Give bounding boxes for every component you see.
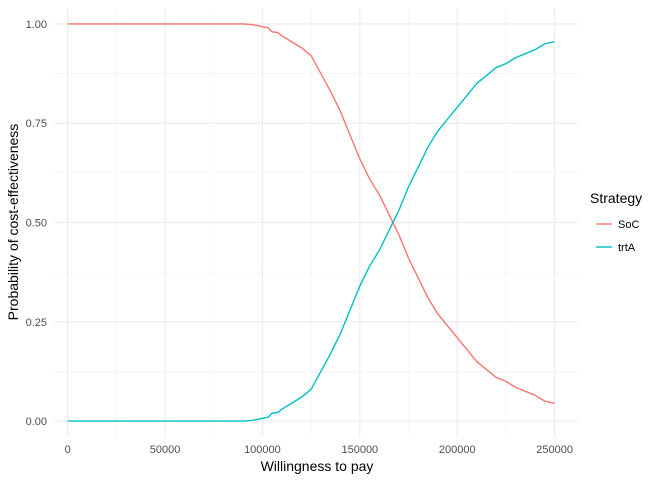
legend-items: SoC trtA [596,219,639,254]
y-tick-labels: 0.00 0.25 0.50 0.75 1.00 [26,19,47,428]
legend-title: Strategy [590,190,642,206]
x-tick-label: 150000 [341,444,378,456]
legend-label-trta: trtA [618,242,636,254]
y-tick-label: 0.75 [26,118,47,130]
x-tick-label: 100000 [244,444,281,456]
x-axis-title: Willingness to pay [261,458,374,474]
legend: Strategy SoC trtA [590,190,642,254]
series-layer [67,23,555,422]
series-line-trta [67,41,555,422]
y-tick-label: 0.50 [26,218,47,230]
legend-label-soc: SoC [618,219,639,231]
grid-major [54,8,578,437]
x-tick-label: 0 [65,444,71,456]
y-tick-label: 0.00 [26,416,47,428]
x-tick-label: 50000 [150,444,181,456]
x-tick-label: 200000 [439,444,476,456]
y-axis-title: Probability of cost-effectiveness [5,124,21,321]
x-tick-labels: 0 50000 100000 150000 200000 250000 [65,444,573,456]
x-tick-label: 250000 [536,444,573,456]
y-tick-label: 1.00 [26,19,47,31]
y-tick-label: 0.25 [26,317,47,329]
series-line-soc [67,23,555,404]
